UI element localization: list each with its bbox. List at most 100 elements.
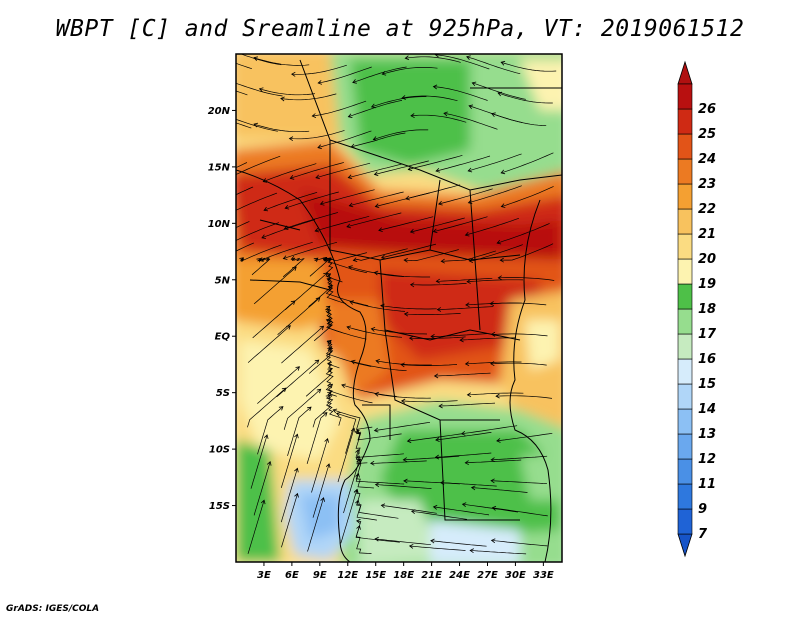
streamline-arrowhead <box>435 168 441 173</box>
streamline-arrowhead <box>347 113 353 118</box>
streamline-arrowhead <box>353 488 359 494</box>
colorbar-label: 15 <box>698 377 716 392</box>
streamline <box>306 412 328 464</box>
lat-tick-label: 5N <box>215 275 231 286</box>
streamline <box>236 162 248 169</box>
streamline <box>401 400 458 403</box>
streamline <box>356 500 399 519</box>
streamline <box>333 409 373 430</box>
streamline-arrowhead <box>432 84 438 90</box>
colorbar-label: 16 <box>698 352 716 367</box>
streamline <box>410 283 467 286</box>
streamline-arrowhead <box>352 257 358 262</box>
streamline-arrowhead <box>314 359 320 365</box>
streamline-arrowhead <box>489 301 494 306</box>
streamline <box>375 484 432 489</box>
colorbar-swatch <box>677 208 693 235</box>
streamline <box>472 82 526 100</box>
streamline <box>490 362 547 366</box>
streamline <box>375 538 431 546</box>
streamline <box>381 243 437 259</box>
streamline <box>355 449 404 458</box>
streamline <box>313 308 333 342</box>
streamline <box>380 305 437 310</box>
streamline <box>325 341 340 369</box>
streamline <box>461 425 518 435</box>
streamline <box>236 122 252 129</box>
streamline <box>374 272 431 278</box>
streamline-arrowhead <box>491 112 496 117</box>
streamline <box>291 64 347 75</box>
streamline-arrowhead <box>263 206 269 212</box>
streamline-arrowhead <box>290 255 296 261</box>
streamline-arrowhead <box>320 497 325 502</box>
streamline <box>285 191 339 209</box>
streamline <box>283 389 321 430</box>
streamline <box>348 266 404 278</box>
streamline-arrowhead <box>228 241 232 245</box>
streamline-arrowhead <box>497 275 502 281</box>
colorbar-low-arrow <box>677 533 693 558</box>
streamline-arrowhead <box>470 485 476 491</box>
streamline <box>433 216 488 233</box>
streamline-arrowhead <box>281 387 287 393</box>
colorbar-swatch <box>677 83 693 110</box>
streamline-arrowhead <box>313 257 319 263</box>
streamline-arrowhead <box>373 171 379 177</box>
colorbar-swatch <box>677 233 693 260</box>
streamline <box>370 460 427 464</box>
streamline <box>404 313 461 315</box>
colorbar-label: 23 <box>698 177 716 192</box>
streamline <box>311 438 328 493</box>
streamline <box>253 266 297 305</box>
lon-tick-label: 21E <box>421 570 442 581</box>
lon-tick-label: 18E <box>393 570 414 581</box>
streamline-arrowhead <box>282 255 288 260</box>
colorbar-label: 7 <box>698 527 708 542</box>
streamline <box>346 326 403 338</box>
streamline-arrowhead <box>408 543 414 549</box>
streamline <box>355 429 368 464</box>
streamline-arrowhead <box>307 406 312 412</box>
streamline <box>436 155 491 172</box>
streamline-arrowhead <box>380 303 385 309</box>
streamline <box>328 286 369 306</box>
streamline-arrowhead <box>260 499 266 505</box>
streamline <box>382 67 438 75</box>
streamline <box>280 468 298 523</box>
streamline <box>353 248 408 261</box>
streamline-arrowhead <box>294 467 299 473</box>
colorbar-label: 12 <box>698 452 716 467</box>
streamline-arrowhead <box>404 55 410 61</box>
streamline-arrowhead <box>490 361 495 367</box>
streamline <box>340 489 358 544</box>
streamline-arrowhead <box>438 200 443 206</box>
streamline-arrowhead <box>490 538 496 544</box>
streamline <box>465 217 520 236</box>
streamline-arrowhead <box>262 178 268 183</box>
streamline <box>374 421 431 431</box>
streamline-arrowhead <box>373 427 379 433</box>
streamline <box>435 432 492 441</box>
streamline-arrowhead <box>346 223 352 229</box>
streamline-arrowhead <box>322 256 328 262</box>
streamline-arrowhead <box>322 412 328 417</box>
streamline <box>405 184 461 200</box>
lon-tick-label: 12E <box>337 570 358 581</box>
streamline-arrowhead <box>311 113 317 118</box>
streamline-arrowhead <box>253 122 259 128</box>
streamline-arrowhead <box>374 536 379 542</box>
streamline-arrowhead <box>263 434 269 439</box>
streamline <box>437 306 494 310</box>
streamline-arrowhead <box>325 394 331 400</box>
colorbar-label: 26 <box>698 102 716 117</box>
streamline <box>317 130 372 149</box>
colorbar-label: 13 <box>698 427 716 442</box>
streamline-arrowhead <box>326 340 332 345</box>
streamline <box>438 188 493 205</box>
streamline <box>247 387 287 428</box>
streamline-arrowhead <box>496 239 502 245</box>
streamline-arrowhead <box>348 202 354 208</box>
streamline-arrowhead <box>467 167 473 173</box>
streamline <box>236 90 248 96</box>
